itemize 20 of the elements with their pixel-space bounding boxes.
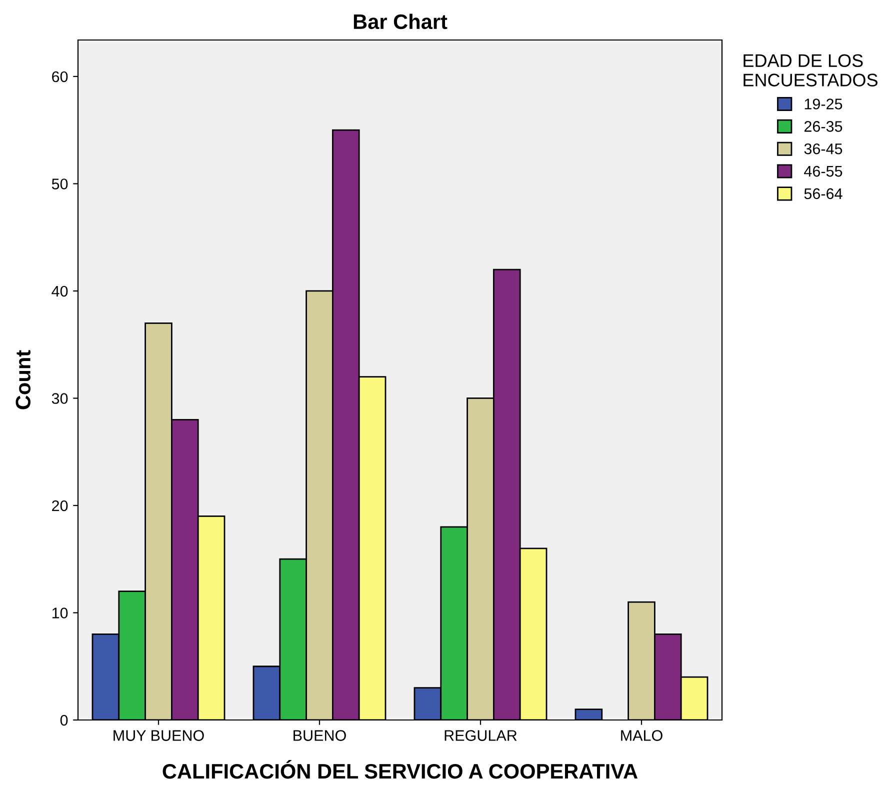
chart-title: Bar Chart: [354, 14, 448, 30]
y-tick-label: 10: [52, 608, 68, 618]
legend-label: 26-35: [804, 121, 842, 132]
y-tick-label: 30: [52, 393, 68, 404]
x-tick-label: REGULAR: [444, 730, 517, 741]
legend-label: 46-55: [804, 166, 842, 177]
legend-title: EDAD DE LOS ENCUESTADOS: [744, 54, 878, 86]
y-tick-label: 20: [52, 500, 68, 512]
legend-label: 19-25: [804, 98, 842, 110]
y-tick-label: 40: [52, 286, 68, 297]
y-tick-label: 50: [52, 178, 68, 190]
legend-label: 56-64: [804, 188, 842, 200]
x-tick-label: MUY BUENO: [114, 730, 204, 741]
x-axis-title: CALIFICACIÓN DEL SERVICIO A COOPERATIVA: [162, 760, 638, 779]
x-tick-label: MALO: [621, 730, 662, 741]
y-axis-title: Count: [16, 350, 30, 410]
y-tick-label: 60: [52, 71, 68, 82]
x-tick-label: BUENO: [294, 730, 346, 741]
legend-label: 36-45: [804, 143, 842, 154]
y-tick-label: 0: [60, 714, 68, 726]
